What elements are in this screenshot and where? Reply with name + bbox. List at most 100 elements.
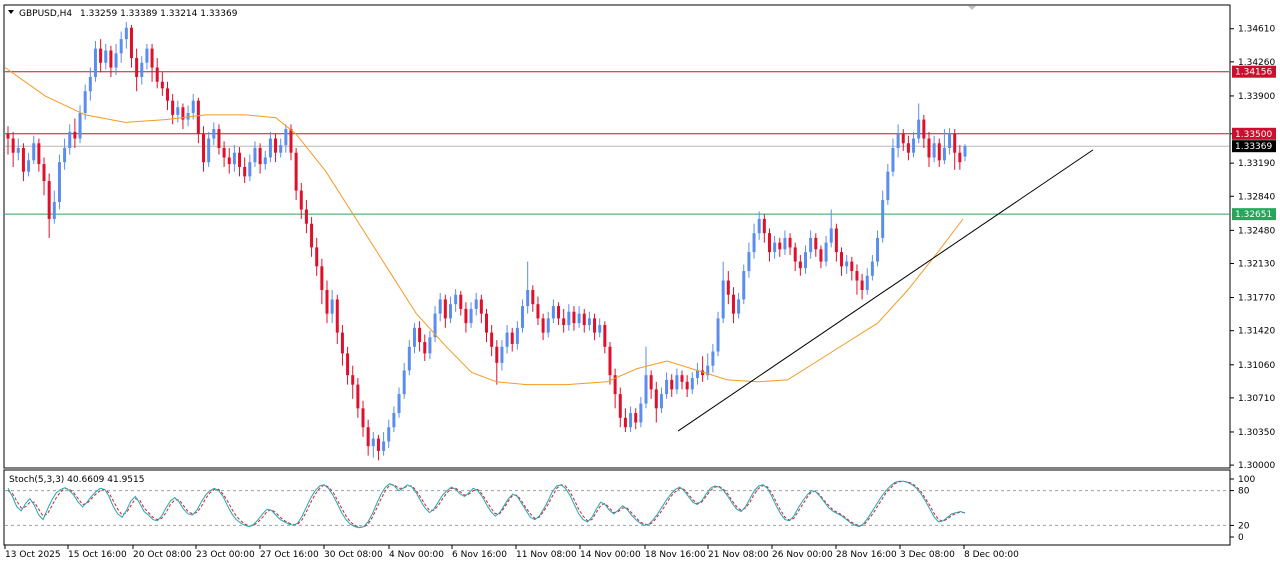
candle-body [140, 62, 144, 77]
candle-body [500, 346, 504, 363]
time-axis: 13 Oct 2025 15 Oct 16:00 20 Oct 08:00 23 Oc… [4, 545, 1019, 560]
candle-body [896, 133, 900, 148]
price-axis: 1.34610 1.34260 1.33900 1.33500 1.33190 1.328… [1230, 25, 1275, 471]
candle-body [289, 129, 293, 153]
level-label-box [1232, 208, 1276, 221]
candle-body [855, 271, 859, 281]
candle-body [11, 138, 15, 153]
stochastic-tick-label: 0 [1238, 533, 1244, 543]
candle-body [731, 294, 735, 314]
candle-body [330, 299, 334, 314]
candle-body [834, 228, 838, 253]
candle-body [315, 247, 319, 267]
candle-body [253, 147, 257, 163]
candle-body [680, 375, 684, 382]
candle-body [207, 138, 211, 163]
candle-body [485, 313, 488, 333]
stochastic-pane-frame [3, 469, 1231, 546]
level-label-box [1232, 127, 1276, 140]
candle-body [876, 237, 880, 262]
collapse-arrow-icon[interactable] [8, 10, 14, 14]
candle-body [860, 280, 864, 290]
price-tick-label: 1.30710 [1238, 394, 1275, 404]
candle-body [711, 351, 715, 366]
candle-body [196, 100, 200, 134]
candle-body [958, 152, 962, 163]
candle-body [649, 375, 653, 390]
candle-body [124, 27, 128, 40]
candle-body [562, 318, 566, 326]
candle-body [119, 39, 123, 54]
candle-body [783, 237, 787, 250]
candle-body [63, 147, 67, 163]
level-label-text: 1.33369 [1235, 142, 1272, 152]
candle-body [335, 299, 339, 333]
candle-body [804, 252, 807, 269]
candle-body [510, 332, 514, 344]
shift-marker-icon[interactable] [968, 6, 976, 10]
level-label-text: 1.34156 [1235, 68, 1272, 78]
candle-body [747, 252, 751, 272]
candle-body [160, 81, 164, 89]
candle-body [428, 337, 432, 354]
candle-body [351, 375, 355, 385]
candle-body [706, 365, 710, 376]
candle-body [567, 311, 571, 326]
candle-body [598, 325, 602, 333]
trend-line[interactable] [677, 149, 1094, 432]
candle-body [16, 147, 20, 153]
candle-body [932, 143, 936, 158]
candle-body [186, 112, 190, 120]
stochastic-signal-line [7, 480, 966, 528]
stochastic-tick-label: 80 [1238, 487, 1250, 497]
stochastic-tick-label: 20 [1238, 521, 1250, 531]
candle-body [129, 27, 133, 59]
candle-body [243, 166, 247, 177]
candle-body [361, 408, 365, 428]
candle-body [670, 379, 674, 390]
price-pane-frame [3, 4, 1231, 469]
candle-body [78, 112, 82, 139]
time-tick-label: 8 Dec 00:00 [964, 550, 1019, 560]
candle-body [387, 427, 391, 442]
time-tick-label: 14 Nov 00:00 [580, 550, 641, 560]
candle-body [6, 133, 10, 139]
time-tick-label: 18 Nov 16:00 [645, 550, 706, 560]
price-tick-label: 1.30000 [1238, 461, 1275, 471]
candle-body [737, 299, 741, 314]
candle-body [654, 389, 658, 409]
candle-body [263, 157, 267, 165]
price-tick-label: 1.33900 [1238, 92, 1275, 102]
level-price-labels: 1.34156 1.33500 1.33369 1.32651 [1232, 65, 1276, 221]
candle-body [376, 438, 380, 451]
candle-body [366, 427, 370, 447]
candle-body [665, 379, 669, 395]
candle-body [171, 100, 175, 115]
candle-body [886, 171, 890, 201]
candle-body [829, 228, 833, 243]
candle-body [531, 289, 535, 305]
candle-body [742, 271, 746, 300]
candle-body [464, 308, 468, 324]
candle-body [412, 327, 416, 347]
candle-body [701, 370, 705, 376]
candle-body [912, 138, 916, 153]
candle-body [217, 129, 221, 148]
price-tick-label: 1.30350 [1238, 428, 1275, 438]
time-tick-label: 11 Nov 08:00 [516, 550, 577, 560]
candle-body [371, 438, 375, 447]
candle-body [690, 378, 694, 390]
candle-body [526, 289, 530, 307]
candle-body [963, 146, 967, 157]
candle-body [202, 133, 206, 163]
candle-body [42, 164, 46, 182]
candle-body [942, 147, 946, 161]
candle-body [824, 242, 828, 262]
candle-body [320, 266, 324, 290]
time-tick-label: 21 Nov 08:00 [708, 550, 769, 560]
candle-body [840, 252, 844, 267]
price-tick-label: 1.34610 [1238, 25, 1275, 35]
stochastic-axis: 100 80 20 0 [5, 475, 1255, 543]
candle-body [176, 107, 180, 115]
